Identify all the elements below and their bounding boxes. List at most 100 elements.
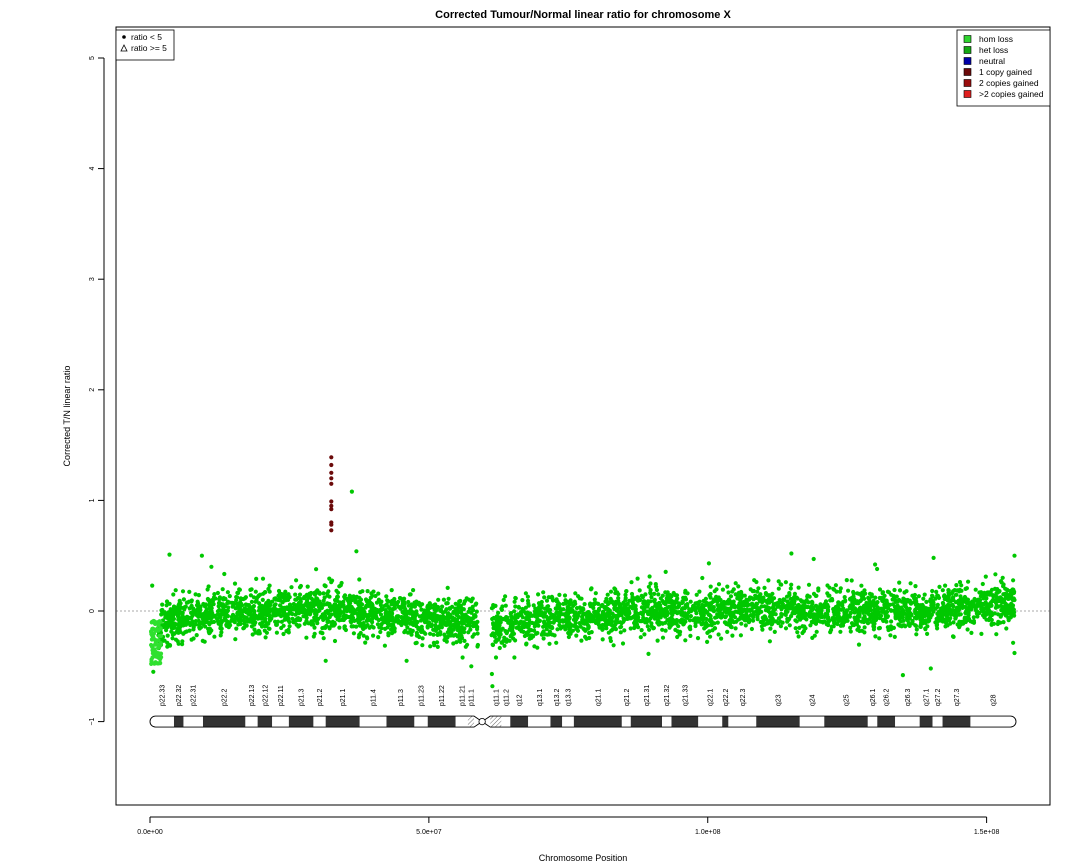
het-loss-point xyxy=(766,597,771,603)
gain-point xyxy=(329,503,334,508)
het-loss-point xyxy=(772,629,777,635)
het-loss-point xyxy=(731,587,736,592)
het-loss-point xyxy=(837,618,842,623)
het-loss-point xyxy=(649,621,654,626)
het-loss-point xyxy=(607,614,612,619)
het-loss-point xyxy=(603,606,608,612)
het-loss-point xyxy=(332,638,338,644)
het-loss-point xyxy=(387,606,392,611)
het-loss-point xyxy=(622,628,627,633)
het-loss-point xyxy=(500,604,505,609)
het-loss-point xyxy=(778,619,783,624)
het-loss-point xyxy=(312,599,317,604)
het-loss-point xyxy=(966,579,971,584)
het-loss-point xyxy=(503,603,508,608)
het-loss-point xyxy=(458,610,463,615)
het-loss-point xyxy=(775,604,780,609)
het-loss-point xyxy=(273,596,278,601)
het-loss-point xyxy=(926,610,932,616)
shape-legend-label: ratio < 5 xyxy=(131,32,162,42)
het-loss-point xyxy=(630,601,636,606)
het-loss-point xyxy=(808,623,813,628)
het-loss-point xyxy=(563,627,568,632)
het-loss-point xyxy=(1011,587,1016,592)
het-loss-point xyxy=(873,595,878,600)
het-loss-point xyxy=(177,598,182,603)
het-loss-point xyxy=(743,623,748,628)
het-loss-point xyxy=(288,604,294,610)
het-loss-point xyxy=(1001,582,1006,587)
het-loss-point xyxy=(325,593,330,598)
het-loss-point xyxy=(888,608,894,613)
het-loss-point xyxy=(762,585,767,591)
het-loss-point xyxy=(603,614,608,620)
het-loss-point xyxy=(302,621,307,626)
het-loss-point xyxy=(624,589,629,594)
het-loss-point xyxy=(644,620,649,625)
het-loss-point xyxy=(461,621,466,626)
het-loss-point xyxy=(336,590,341,595)
het-loss-point xyxy=(496,610,501,616)
het-loss-point xyxy=(828,630,833,635)
het-loss-point xyxy=(875,566,880,572)
het-loss-point xyxy=(167,552,172,557)
het-loss-point xyxy=(841,615,846,620)
x-axis-label: Chromosome Position xyxy=(539,853,628,863)
het-loss-point xyxy=(370,613,375,618)
het-loss-point xyxy=(733,581,738,586)
ideogram-band-q21.33 xyxy=(671,716,699,728)
het-loss-point xyxy=(323,625,328,631)
het-loss-point xyxy=(581,607,586,612)
het-loss-point xyxy=(247,604,252,609)
het-loss-point xyxy=(385,610,390,616)
het-loss-point xyxy=(644,602,649,607)
het-loss-point xyxy=(443,620,448,626)
het-loss-point xyxy=(680,600,685,605)
het-loss-point xyxy=(583,634,588,640)
band-label-q21.32: q21.32 xyxy=(664,685,671,707)
het-loss-point xyxy=(893,599,899,605)
band-label-q11.1: q11.1 xyxy=(493,689,500,706)
het-loss-point xyxy=(151,669,156,674)
het-loss-point xyxy=(382,643,387,648)
het-loss-point xyxy=(325,617,330,622)
het-loss-point xyxy=(608,636,613,641)
het-loss-point xyxy=(731,599,736,604)
het-loss-point xyxy=(669,594,674,599)
het-loss-point xyxy=(165,640,170,646)
het-loss-point xyxy=(566,630,571,636)
gain-point xyxy=(329,528,334,533)
het-loss-point xyxy=(638,635,643,640)
het-loss-point xyxy=(801,599,806,604)
het-loss-point xyxy=(434,606,439,611)
het-loss-point xyxy=(897,580,902,585)
het-loss-point xyxy=(375,622,380,627)
het-loss-point xyxy=(206,626,211,632)
het-loss-point xyxy=(959,619,964,625)
het-loss-point xyxy=(445,585,450,591)
het-loss-point xyxy=(845,618,850,623)
het-loss-point xyxy=(402,596,407,601)
het-loss-point xyxy=(610,627,615,632)
het-loss-point xyxy=(981,596,986,601)
het-loss-point xyxy=(321,591,326,596)
ideogram-band-q26.3 xyxy=(895,716,920,728)
het-loss-point xyxy=(222,612,227,617)
het-loss-point xyxy=(393,601,398,606)
het-loss-point xyxy=(542,621,547,626)
het-loss-point xyxy=(665,605,670,611)
het-loss-point xyxy=(509,614,514,619)
het-loss-point xyxy=(260,613,266,618)
het-loss-point xyxy=(886,627,891,633)
het-loss-point xyxy=(396,604,401,610)
het-loss-point xyxy=(652,597,657,603)
color-legend-label: hom loss xyxy=(979,34,1013,44)
het-loss-point xyxy=(171,592,176,597)
het-loss-point xyxy=(520,598,525,603)
color-legend-label: >2 copies gained xyxy=(979,89,1044,99)
het-loss-point xyxy=(373,593,378,599)
het-loss-point xyxy=(722,620,728,625)
het-loss-point xyxy=(431,627,436,632)
het-loss-point xyxy=(862,588,867,593)
het-loss-point xyxy=(707,601,712,606)
